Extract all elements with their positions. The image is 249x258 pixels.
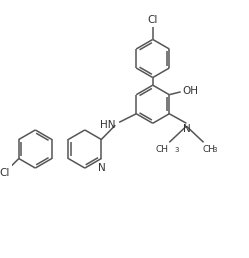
- Text: Cl: Cl: [0, 168, 9, 178]
- Text: 3: 3: [212, 147, 217, 153]
- Text: OH: OH: [183, 86, 199, 96]
- Text: HN: HN: [100, 120, 115, 130]
- Text: CH: CH: [203, 145, 216, 154]
- Text: 3: 3: [174, 147, 179, 153]
- Text: Cl: Cl: [148, 15, 158, 25]
- Text: CH: CH: [155, 145, 168, 154]
- Text: N: N: [98, 163, 106, 173]
- Text: N: N: [184, 124, 191, 134]
